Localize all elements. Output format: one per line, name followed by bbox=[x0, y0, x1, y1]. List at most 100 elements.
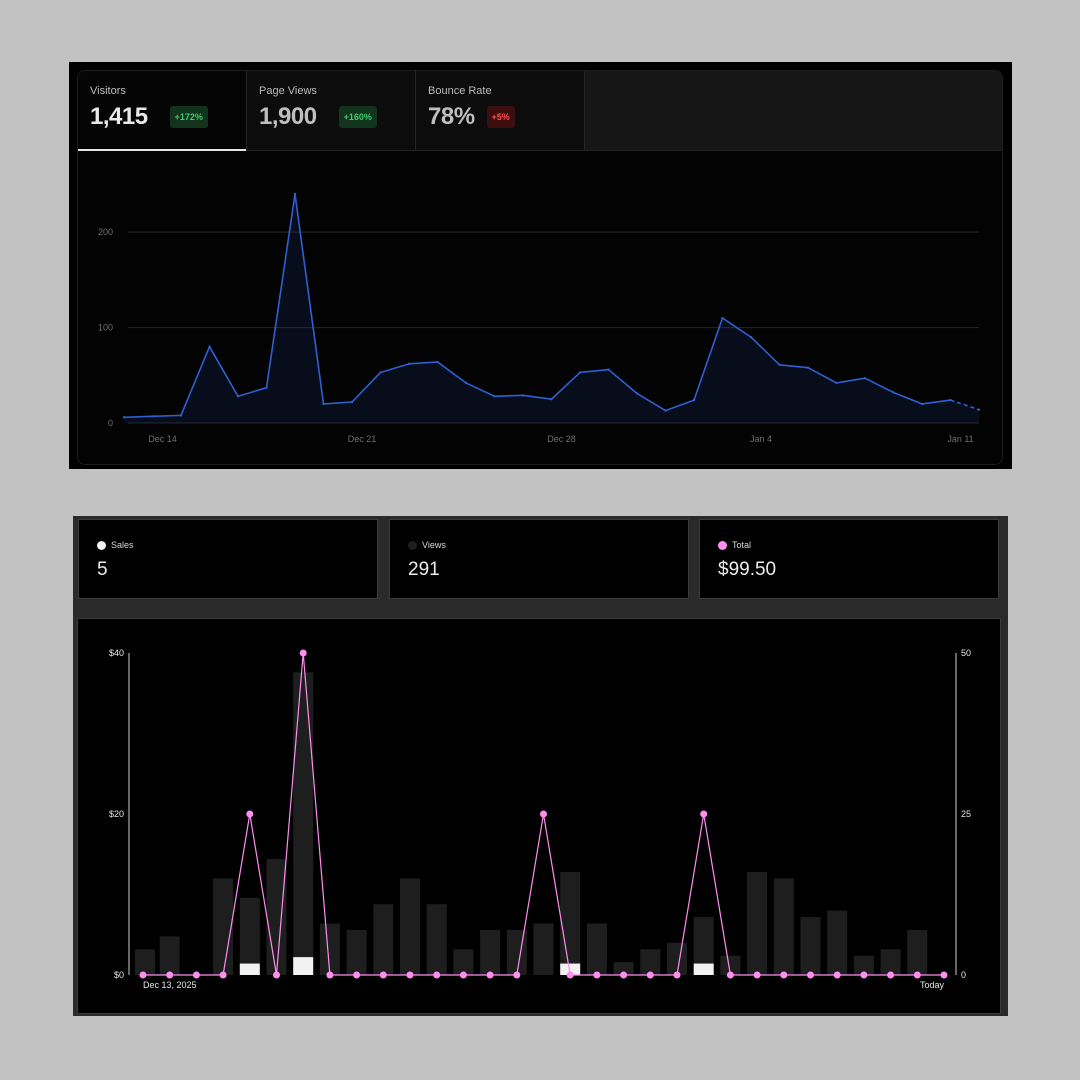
total-point bbox=[833, 971, 841, 979]
data-point bbox=[721, 316, 724, 320]
data-point bbox=[407, 362, 411, 366]
data-point bbox=[350, 400, 354, 404]
views-bar bbox=[640, 949, 661, 975]
y-right-tick-label: 25 bbox=[961, 809, 971, 819]
legend-dot-sales bbox=[97, 540, 106, 550]
total-point bbox=[566, 971, 574, 979]
total-point bbox=[486, 971, 494, 979]
x-tick-label: Today bbox=[920, 980, 945, 990]
data-point bbox=[835, 381, 838, 385]
sales-bar bbox=[560, 963, 581, 975]
y-left-tick-label: $20 bbox=[109, 809, 124, 819]
views-bar bbox=[747, 871, 768, 975]
total-point bbox=[192, 971, 200, 979]
total-point bbox=[166, 971, 174, 979]
y-tick-label: 0 bbox=[108, 418, 113, 428]
data-point bbox=[521, 394, 525, 397]
views-bar bbox=[667, 942, 687, 975]
y-left-tick-label: $40 bbox=[109, 648, 124, 658]
kpi-value: $99.50 bbox=[718, 559, 777, 580]
y-right-tick-label: 50 bbox=[961, 648, 971, 658]
tab-page-views[interactable]: Page Views 1,900 +160% bbox=[247, 71, 416, 150]
change-badge: +5% bbox=[486, 106, 515, 128]
visitors-line-chart: 0 100 200 Dec 14 Dec 21 Dec 28 Jan 4 Jan 11 bbox=[98, 192, 981, 444]
views-bar bbox=[480, 929, 501, 975]
data-point bbox=[265, 386, 268, 389]
views-bar bbox=[613, 962, 634, 975]
data-point bbox=[977, 408, 981, 411]
data-point bbox=[293, 192, 297, 196]
sales-panel: Sales 5 Views 291 Total $99.50 $0 $20 $40 0… bbox=[73, 516, 1008, 1016]
data-point bbox=[578, 371, 582, 374]
sales-chart-container: $0 $20 $40 0 25 50 Dec 13, 2025 Today bbox=[77, 618, 1001, 1014]
y-tick-label: 200 bbox=[98, 227, 113, 237]
kpi-views[interactable]: Views 291 bbox=[389, 519, 689, 599]
total-point bbox=[326, 971, 334, 979]
analytics-card: Visitors 1,415 +172% Page Views 1,900 +1… bbox=[77, 70, 1003, 465]
kpi-value: 5 bbox=[97, 559, 108, 580]
data-point bbox=[806, 366, 810, 369]
kpi-sales[interactable]: Sales 5 bbox=[78, 519, 378, 599]
kpi-label: Views bbox=[422, 540, 446, 550]
y-right-tick-label: 0 bbox=[961, 970, 966, 980]
tab-bounce-rate[interactable]: Bounce Rate 78% +5% bbox=[416, 71, 585, 150]
kpi-label: Sales bbox=[111, 540, 134, 550]
total-point bbox=[860, 971, 868, 979]
data-point bbox=[379, 371, 382, 374]
kpi-value: 291 bbox=[408, 559, 440, 580]
views-bar bbox=[426, 904, 447, 975]
total-point bbox=[700, 810, 708, 818]
views-bar bbox=[213, 878, 234, 975]
sales-combo-chart: $0 $20 $40 0 25 50 Dec 13, 2025 Today bbox=[109, 648, 971, 990]
total-point bbox=[540, 810, 547, 818]
views-bar bbox=[533, 923, 554, 975]
views-bar bbox=[346, 929, 367, 975]
tab-visitors[interactable]: Visitors 1,415 +172% bbox=[78, 71, 247, 151]
data-point bbox=[151, 415, 154, 418]
data-point bbox=[692, 398, 696, 402]
y-tick-label: 100 bbox=[98, 323, 113, 333]
y-left-tick-label: $0 bbox=[114, 970, 124, 980]
data-point bbox=[550, 397, 553, 401]
data-point bbox=[464, 381, 468, 385]
total-point bbox=[753, 971, 761, 979]
views-bar bbox=[293, 672, 314, 975]
sales-bar bbox=[239, 963, 260, 975]
series-line bbox=[123, 193, 951, 419]
series-line-projected bbox=[950, 399, 980, 411]
total-point bbox=[379, 971, 387, 979]
total-point bbox=[593, 971, 601, 979]
legend-dot-total bbox=[718, 540, 727, 550]
data-point bbox=[236, 395, 240, 398]
data-point bbox=[863, 376, 867, 380]
sales-bar bbox=[693, 963, 714, 975]
x-tick-label: Dec 28 bbox=[547, 434, 576, 444]
data-point bbox=[892, 391, 895, 394]
x-tick-label: Jan 4 bbox=[750, 434, 772, 444]
data-point bbox=[607, 368, 610, 371]
data-point bbox=[493, 395, 496, 398]
total-point bbox=[807, 971, 814, 979]
views-bar bbox=[880, 949, 901, 975]
x-tick-label: Jan 11 bbox=[947, 434, 973, 444]
data-point bbox=[635, 392, 639, 395]
total-point bbox=[273, 971, 280, 979]
views-bar bbox=[720, 955, 741, 975]
stat-value: 78% bbox=[428, 103, 475, 130]
total-point bbox=[246, 810, 254, 818]
views-bar bbox=[453, 949, 474, 975]
change-badge: +160% bbox=[338, 106, 377, 128]
analytics-panel: Visitors 1,415 +172% Page Views 1,900 +1… bbox=[69, 62, 1012, 469]
views-bar bbox=[319, 923, 340, 975]
kpi-total[interactable]: Total $99.50 bbox=[699, 519, 999, 599]
total-point bbox=[887, 971, 895, 979]
total-point bbox=[620, 971, 628, 979]
total-point bbox=[406, 971, 414, 979]
total-point bbox=[139, 971, 147, 979]
total-point bbox=[433, 971, 441, 979]
views-bar bbox=[400, 878, 420, 975]
legend-dot-views bbox=[408, 540, 417, 550]
stat-value: 1,415 bbox=[90, 103, 148, 130]
views-bar bbox=[506, 929, 527, 975]
data-point bbox=[949, 398, 952, 402]
